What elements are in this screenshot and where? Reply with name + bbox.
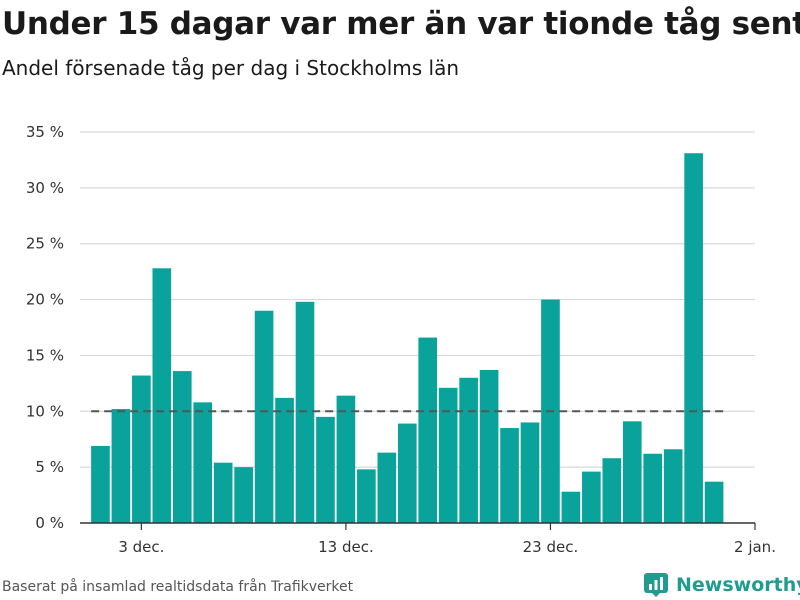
y-tick-label: 0 % — [35, 514, 64, 532]
bar — [582, 471, 601, 523]
y-tick-label: 20 % — [26, 291, 64, 309]
y-tick-label: 25 % — [26, 235, 64, 253]
bar — [111, 409, 131, 523]
bar — [336, 395, 356, 523]
bar — [479, 369, 499, 523]
bar — [643, 453, 663, 523]
x-tick-label: 3 dec. — [118, 538, 164, 556]
bar — [234, 467, 253, 523]
x-tick-label: 23 dec. — [523, 538, 579, 556]
bar — [275, 397, 294, 523]
bars — [91, 153, 724, 524]
bar — [132, 375, 151, 523]
source-note: Baserat på insamlad realtidsdata från Tr… — [2, 579, 354, 595]
chart-subtitle: Andel försenade tåg per dag i Stockholms… — [2, 56, 460, 80]
bar — [438, 387, 458, 523]
x-tick-label: 2 jan. — [734, 538, 776, 556]
bar — [316, 416, 335, 523]
bar — [520, 422, 540, 523]
bar — [254, 310, 274, 523]
bar — [459, 377, 478, 523]
bar — [172, 371, 192, 523]
brand-name: Newsworthy — [676, 574, 800, 596]
bar — [295, 301, 315, 523]
y-tick-label: 15 % — [26, 346, 64, 364]
x-tick-label: 13 dec. — [318, 538, 374, 556]
bar — [152, 268, 172, 523]
bar — [377, 452, 397, 523]
y-tick-label: 10 % — [26, 402, 64, 420]
bar — [684, 153, 703, 524]
bar — [704, 481, 724, 523]
bar — [357, 469, 376, 523]
newsworthy-logo-icon — [644, 573, 668, 597]
bar — [602, 458, 622, 523]
bar — [91, 445, 110, 523]
bar — [663, 449, 683, 523]
bar — [561, 491, 581, 523]
y-axis-tick-labels: 0 % 5 % 10 % 15 % 20 % 25 % 30 % 35 % — [26, 123, 64, 532]
bar — [213, 462, 233, 523]
brand-logo: Newsworthy — [644, 570, 800, 600]
bar — [418, 337, 438, 523]
bar — [397, 423, 417, 523]
bar — [622, 421, 642, 523]
chart-title: Under 15 dagar var mer än var tionde tåg… — [2, 6, 800, 42]
x-axis: 3 dec. 13 dec. 23 dec. 2 jan. — [80, 522, 776, 556]
y-tick-label: 30 % — [26, 179, 64, 197]
grid-lines — [80, 131, 755, 468]
bar — [193, 402, 213, 523]
y-tick-label: 35 % — [26, 123, 64, 141]
bar — [500, 428, 519, 523]
y-tick-label: 5 % — [35, 458, 64, 476]
